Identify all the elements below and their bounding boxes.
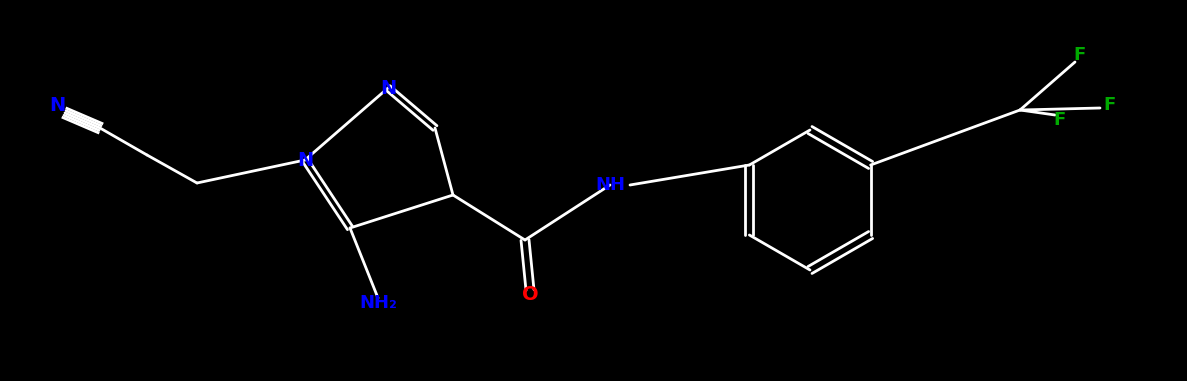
Text: N: N bbox=[297, 150, 313, 170]
Text: F: F bbox=[1104, 96, 1116, 114]
Text: N: N bbox=[380, 78, 396, 98]
Text: N: N bbox=[49, 96, 65, 115]
Text: O: O bbox=[522, 285, 539, 304]
Text: F: F bbox=[1074, 46, 1086, 64]
Text: NH: NH bbox=[595, 176, 626, 194]
Text: NH₂: NH₂ bbox=[358, 294, 396, 312]
Text: F: F bbox=[1054, 111, 1066, 129]
